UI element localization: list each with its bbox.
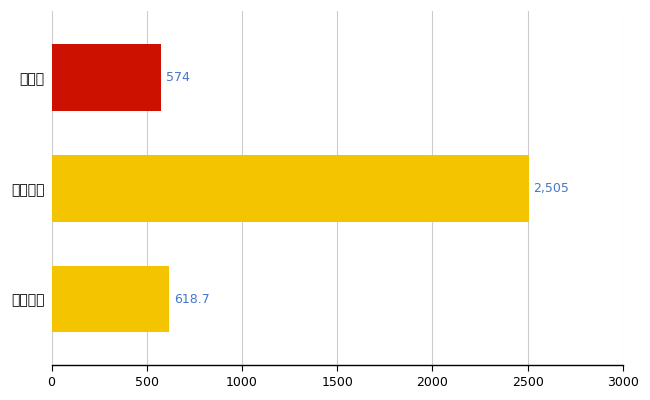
Text: 618.7: 618.7	[174, 292, 210, 306]
Bar	[51, 155, 528, 222]
Bar	[51, 44, 161, 111]
Text: 2,505: 2,505	[534, 182, 569, 195]
Bar	[51, 266, 170, 332]
Text: 574: 574	[166, 71, 190, 84]
